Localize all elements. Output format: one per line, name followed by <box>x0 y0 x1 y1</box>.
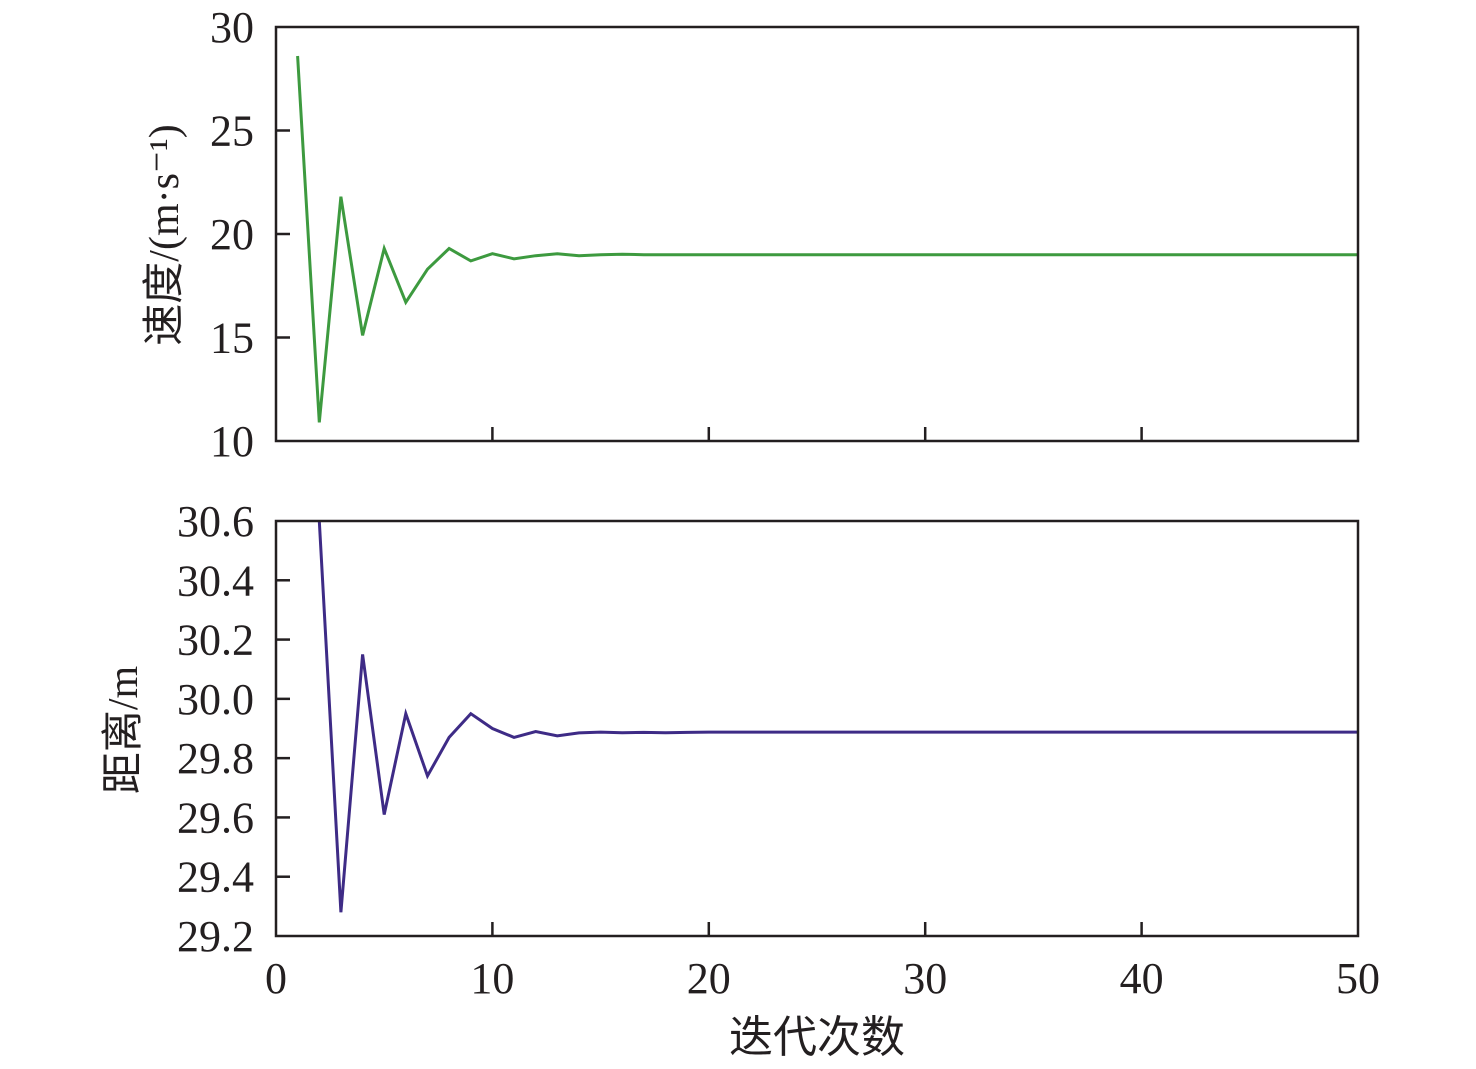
y-tick-label: 29.6 <box>177 793 254 842</box>
y-tick-label: 29.4 <box>177 853 254 902</box>
y-tick-label: 29.2 <box>177 912 254 961</box>
y-tick-label: 20 <box>210 210 254 259</box>
distance-panel: 0 10 20 30 40 50 29.2 29.4 29.6 29.8 30.0 30.2 30.4 3… <box>177 497 1380 1003</box>
plot-frame <box>274 519 1360 938</box>
x-tick-label: 40 <box>1120 954 1164 1003</box>
y-axis-label-distance: 距离/m <box>100 666 147 795</box>
y-tick-label: 30.6 <box>177 497 254 546</box>
y-tick-label: 30 <box>210 3 254 52</box>
series-line-0 <box>296 55 1358 423</box>
x-tick-label: 50 <box>1336 954 1380 1003</box>
y-tick-label: 30.0 <box>177 675 254 724</box>
y-tick-label: 30.4 <box>177 556 254 605</box>
x-tick-label: 0 <box>265 954 287 1003</box>
y-tick-label: 10 <box>210 417 254 466</box>
y-tick-label: 29.8 <box>177 734 254 783</box>
y-axis-label-speed: 速度/(m·s⁻¹) <box>142 124 188 345</box>
x-tick-label: 10 <box>470 954 514 1003</box>
y-tick-label: 25 <box>210 107 254 156</box>
x-tick-label: 30 <box>903 954 947 1003</box>
series-line-1 <box>317 521 1358 913</box>
x-axis-label: 迭代次数 <box>729 1013 905 1062</box>
y-tick-label: 30.2 <box>177 616 254 665</box>
speed-panel: 10 15 20 25 30 <box>210 3 1360 466</box>
y-tick-label: 15 <box>210 314 254 363</box>
x-tick-label: 20 <box>687 954 731 1003</box>
plot-frame <box>274 25 1360 443</box>
